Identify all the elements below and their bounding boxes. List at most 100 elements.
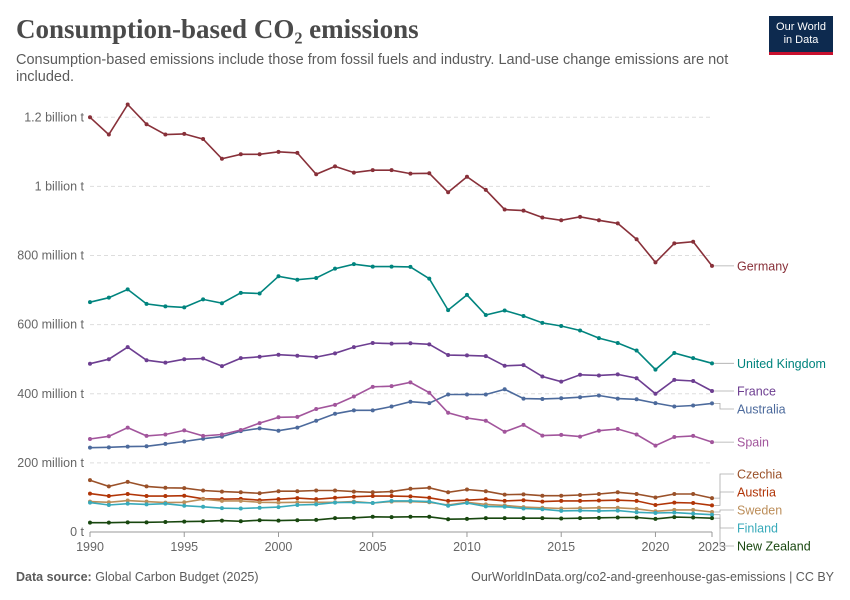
data-point-australia xyxy=(125,444,130,449)
y-tick-label: 800 million t xyxy=(17,249,84,263)
data-point-finland xyxy=(483,504,488,509)
data-point-australia xyxy=(559,396,564,401)
label-connector-finland xyxy=(714,514,734,529)
data-point-finland xyxy=(106,503,111,508)
data-point-czechia xyxy=(314,488,319,493)
data-point-finland xyxy=(578,508,583,513)
data-point-czechia xyxy=(578,493,583,498)
data-point-austria xyxy=(596,498,601,503)
data-point-united-kingdom xyxy=(314,275,319,280)
data-point-finland xyxy=(276,505,281,510)
data-point-czechia xyxy=(672,491,677,496)
data-point-france xyxy=(427,342,432,347)
label-connector-australia xyxy=(714,402,734,410)
data-point-finland xyxy=(408,498,413,503)
data-point-france xyxy=(446,353,451,358)
footer-link[interactable]: OurWorldInData.org/co2-and-greenhouse-ga… xyxy=(471,570,834,584)
owid-logo[interactable]: Our World in Data xyxy=(769,16,833,55)
label-connector-sweden xyxy=(714,509,734,513)
data-point-france xyxy=(521,363,526,368)
data-point-new-zealand xyxy=(691,515,696,520)
data-point-austria xyxy=(163,494,168,499)
data-source-label: Data source: xyxy=(16,570,92,584)
data-point-france xyxy=(106,357,111,362)
data-point-united-kingdom xyxy=(276,274,281,279)
data-point-sweden xyxy=(276,500,281,505)
data-point-austria xyxy=(653,503,658,508)
series-australia xyxy=(88,387,714,450)
data-point-germany xyxy=(596,218,601,223)
data-point-new-zealand xyxy=(257,518,262,523)
logo-line-2: in Data xyxy=(783,34,819,46)
data-point-australia xyxy=(163,441,168,446)
data-point-austria xyxy=(351,494,356,499)
data-point-australia xyxy=(710,401,714,406)
chart-title: Consumption-based CO₂ emissions xyxy=(16,14,419,44)
data-point-united-kingdom xyxy=(483,312,488,317)
data-point-germany xyxy=(483,187,488,192)
data-point-sweden xyxy=(201,497,206,502)
data-point-spain xyxy=(88,437,92,442)
data-point-germany xyxy=(370,168,375,173)
data-point-australia xyxy=(408,399,413,404)
data-point-spain xyxy=(691,433,696,438)
data-point-austria xyxy=(408,494,413,499)
series-label-austria: Austria xyxy=(737,486,776,500)
data-point-finland xyxy=(257,505,262,510)
data-point-germany xyxy=(672,241,677,246)
data-point-united-kingdom xyxy=(370,264,375,269)
data-point-germany xyxy=(389,168,394,173)
data-point-spain xyxy=(370,384,375,389)
data-point-czechia xyxy=(408,486,413,491)
data-point-germany xyxy=(578,214,583,219)
data-point-new-zealand xyxy=(427,514,432,519)
x-tick-label: 2000 xyxy=(265,540,293,554)
series-czechia xyxy=(88,478,714,501)
label-connector-czechia xyxy=(714,473,734,499)
data-point-new-zealand xyxy=(351,515,356,520)
series-line-new-zealand xyxy=(90,515,713,524)
data-point-spain xyxy=(596,428,601,433)
data-point-austria xyxy=(559,498,564,503)
data-point-austria xyxy=(691,500,696,505)
data-point-sweden xyxy=(144,499,149,504)
data-point-spain xyxy=(333,402,338,407)
data-point-united-kingdom xyxy=(672,350,677,355)
series-layer xyxy=(88,102,714,525)
data-point-sweden xyxy=(634,506,639,511)
data-point-new-zealand xyxy=(370,514,375,519)
series-austria xyxy=(88,491,714,508)
series-label-czechia: Czechia xyxy=(737,468,782,482)
data-point-united-kingdom xyxy=(596,336,601,341)
data-point-finland xyxy=(446,503,451,508)
data-point-czechia xyxy=(615,490,620,495)
x-tick-label: 2020 xyxy=(642,540,670,554)
data-point-czechia xyxy=(596,491,601,496)
data-point-czechia xyxy=(257,491,262,496)
data-point-finland xyxy=(88,500,92,505)
data-point-france xyxy=(163,360,168,365)
data-point-new-zealand xyxy=(125,520,130,525)
data-point-france xyxy=(464,353,469,358)
data-point-finland xyxy=(219,506,224,511)
data-point-new-zealand xyxy=(502,516,507,521)
data-point-germany xyxy=(615,221,620,226)
data-point-austria xyxy=(672,500,677,505)
data-point-austria xyxy=(389,494,394,499)
data-point-spain xyxy=(257,421,262,426)
data-point-united-kingdom xyxy=(125,287,130,292)
data-point-new-zealand xyxy=(578,516,583,521)
data-point-spain xyxy=(389,384,394,389)
data-point-new-zealand xyxy=(295,518,300,523)
data-point-australia xyxy=(615,396,620,401)
data-point-sweden xyxy=(106,500,111,505)
data-point-austria xyxy=(446,498,451,503)
data-point-spain xyxy=(464,415,469,420)
data-point-austria xyxy=(276,497,281,502)
data-point-czechia xyxy=(201,488,206,493)
series-label-united-kingdom: United Kingdom xyxy=(737,357,826,371)
data-point-austria xyxy=(615,498,620,503)
label-connector-new-zealand xyxy=(714,517,734,547)
data-point-germany xyxy=(710,263,714,268)
data-point-new-zealand xyxy=(219,518,224,523)
